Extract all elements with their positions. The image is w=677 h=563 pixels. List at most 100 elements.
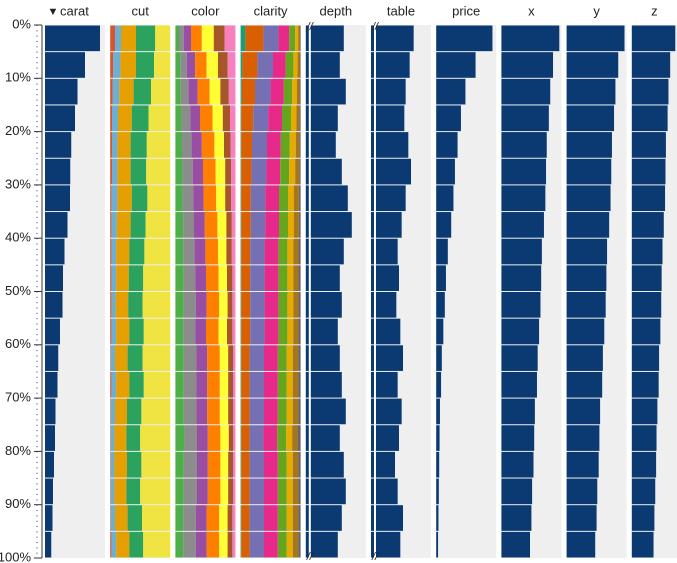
segment: [263, 425, 278, 451]
segment: [241, 292, 251, 318]
segment: [110, 132, 112, 158]
segment: [295, 158, 300, 185]
column-background: [566, 25, 627, 558]
segment: [240, 132, 242, 158]
segment: [264, 238, 279, 265]
y-tick-label: 0%: [12, 16, 31, 31]
segment: [206, 52, 218, 78]
bar: [436, 505, 439, 531]
bar: [631, 52, 671, 78]
segment: [126, 425, 141, 451]
segment: [195, 52, 207, 78]
bar: [501, 531, 531, 558]
segment: [175, 398, 184, 425]
segment: [240, 292, 242, 318]
bar: [566, 318, 605, 345]
bar: [501, 478, 533, 505]
segment: [110, 105, 112, 132]
segment: [183, 238, 195, 265]
column-header: table: [387, 3, 415, 18]
bar: [371, 158, 411, 185]
segment: [110, 52, 114, 78]
segment: [298, 345, 301, 371]
segment: [298, 292, 301, 318]
segment: [110, 398, 115, 425]
segment: [220, 78, 229, 105]
segment: [228, 425, 233, 451]
segment: [240, 185, 242, 212]
segment: [226, 238, 232, 265]
segment: [219, 292, 228, 318]
segment: [129, 531, 144, 558]
segment: [241, 78, 255, 105]
segment: [293, 292, 299, 318]
bar: [436, 78, 466, 105]
segment: [110, 425, 111, 451]
bar: [305, 531, 338, 558]
segment: [111, 318, 117, 345]
segment: [297, 78, 300, 105]
bar: [305, 371, 342, 398]
segment: [278, 25, 290, 52]
segment: [264, 371, 278, 398]
segment: [191, 132, 202, 158]
column-header: depth: [320, 3, 353, 18]
bar: [501, 158, 547, 185]
bar: [305, 78, 346, 105]
segment: [186, 52, 196, 78]
segment: [227, 292, 233, 318]
bar: [631, 292, 662, 318]
segment: [298, 478, 301, 505]
segment: [130, 158, 147, 185]
segment: [190, 105, 200, 132]
bar: [436, 371, 442, 398]
segment: [207, 371, 220, 398]
segment: [129, 371, 144, 398]
segment: [263, 25, 279, 52]
segment: [143, 318, 171, 345]
segment: [175, 505, 184, 531]
segment: [196, 398, 208, 425]
segment: [288, 185, 294, 212]
segment: [280, 132, 290, 158]
segment: [252, 132, 267, 158]
bar: [501, 78, 551, 105]
segment: [209, 78, 221, 105]
segment: [128, 292, 143, 318]
segment: [175, 425, 185, 451]
segment: [183, 265, 196, 291]
bar: [566, 212, 610, 238]
segment: [227, 531, 233, 558]
segment: [112, 105, 118, 132]
segment: [215, 158, 226, 185]
segment: [241, 132, 252, 158]
segment: [231, 158, 236, 185]
bar: [631, 265, 662, 291]
bar: [305, 478, 346, 505]
segment: [283, 78, 293, 105]
bar: [631, 398, 658, 425]
segment: [241, 451, 250, 478]
segment: [143, 371, 171, 398]
segment: [196, 345, 208, 371]
segment: [264, 531, 278, 558]
segment: [115, 292, 129, 318]
bar: [371, 212, 402, 238]
bar: [566, 185, 611, 212]
segment: [110, 478, 115, 505]
segment: [296, 105, 300, 132]
segment: [265, 212, 279, 238]
segment: [298, 265, 301, 291]
segment: [292, 345, 299, 371]
segment: [219, 398, 229, 425]
segment: [250, 185, 266, 212]
segment: [212, 105, 223, 132]
segment: [182, 185, 194, 212]
bar: [45, 265, 63, 291]
segment: [175, 292, 184, 318]
segment: [241, 158, 252, 185]
segment: [116, 371, 130, 398]
segment: [112, 132, 118, 158]
segment: [298, 238, 301, 265]
segment: [112, 78, 120, 105]
